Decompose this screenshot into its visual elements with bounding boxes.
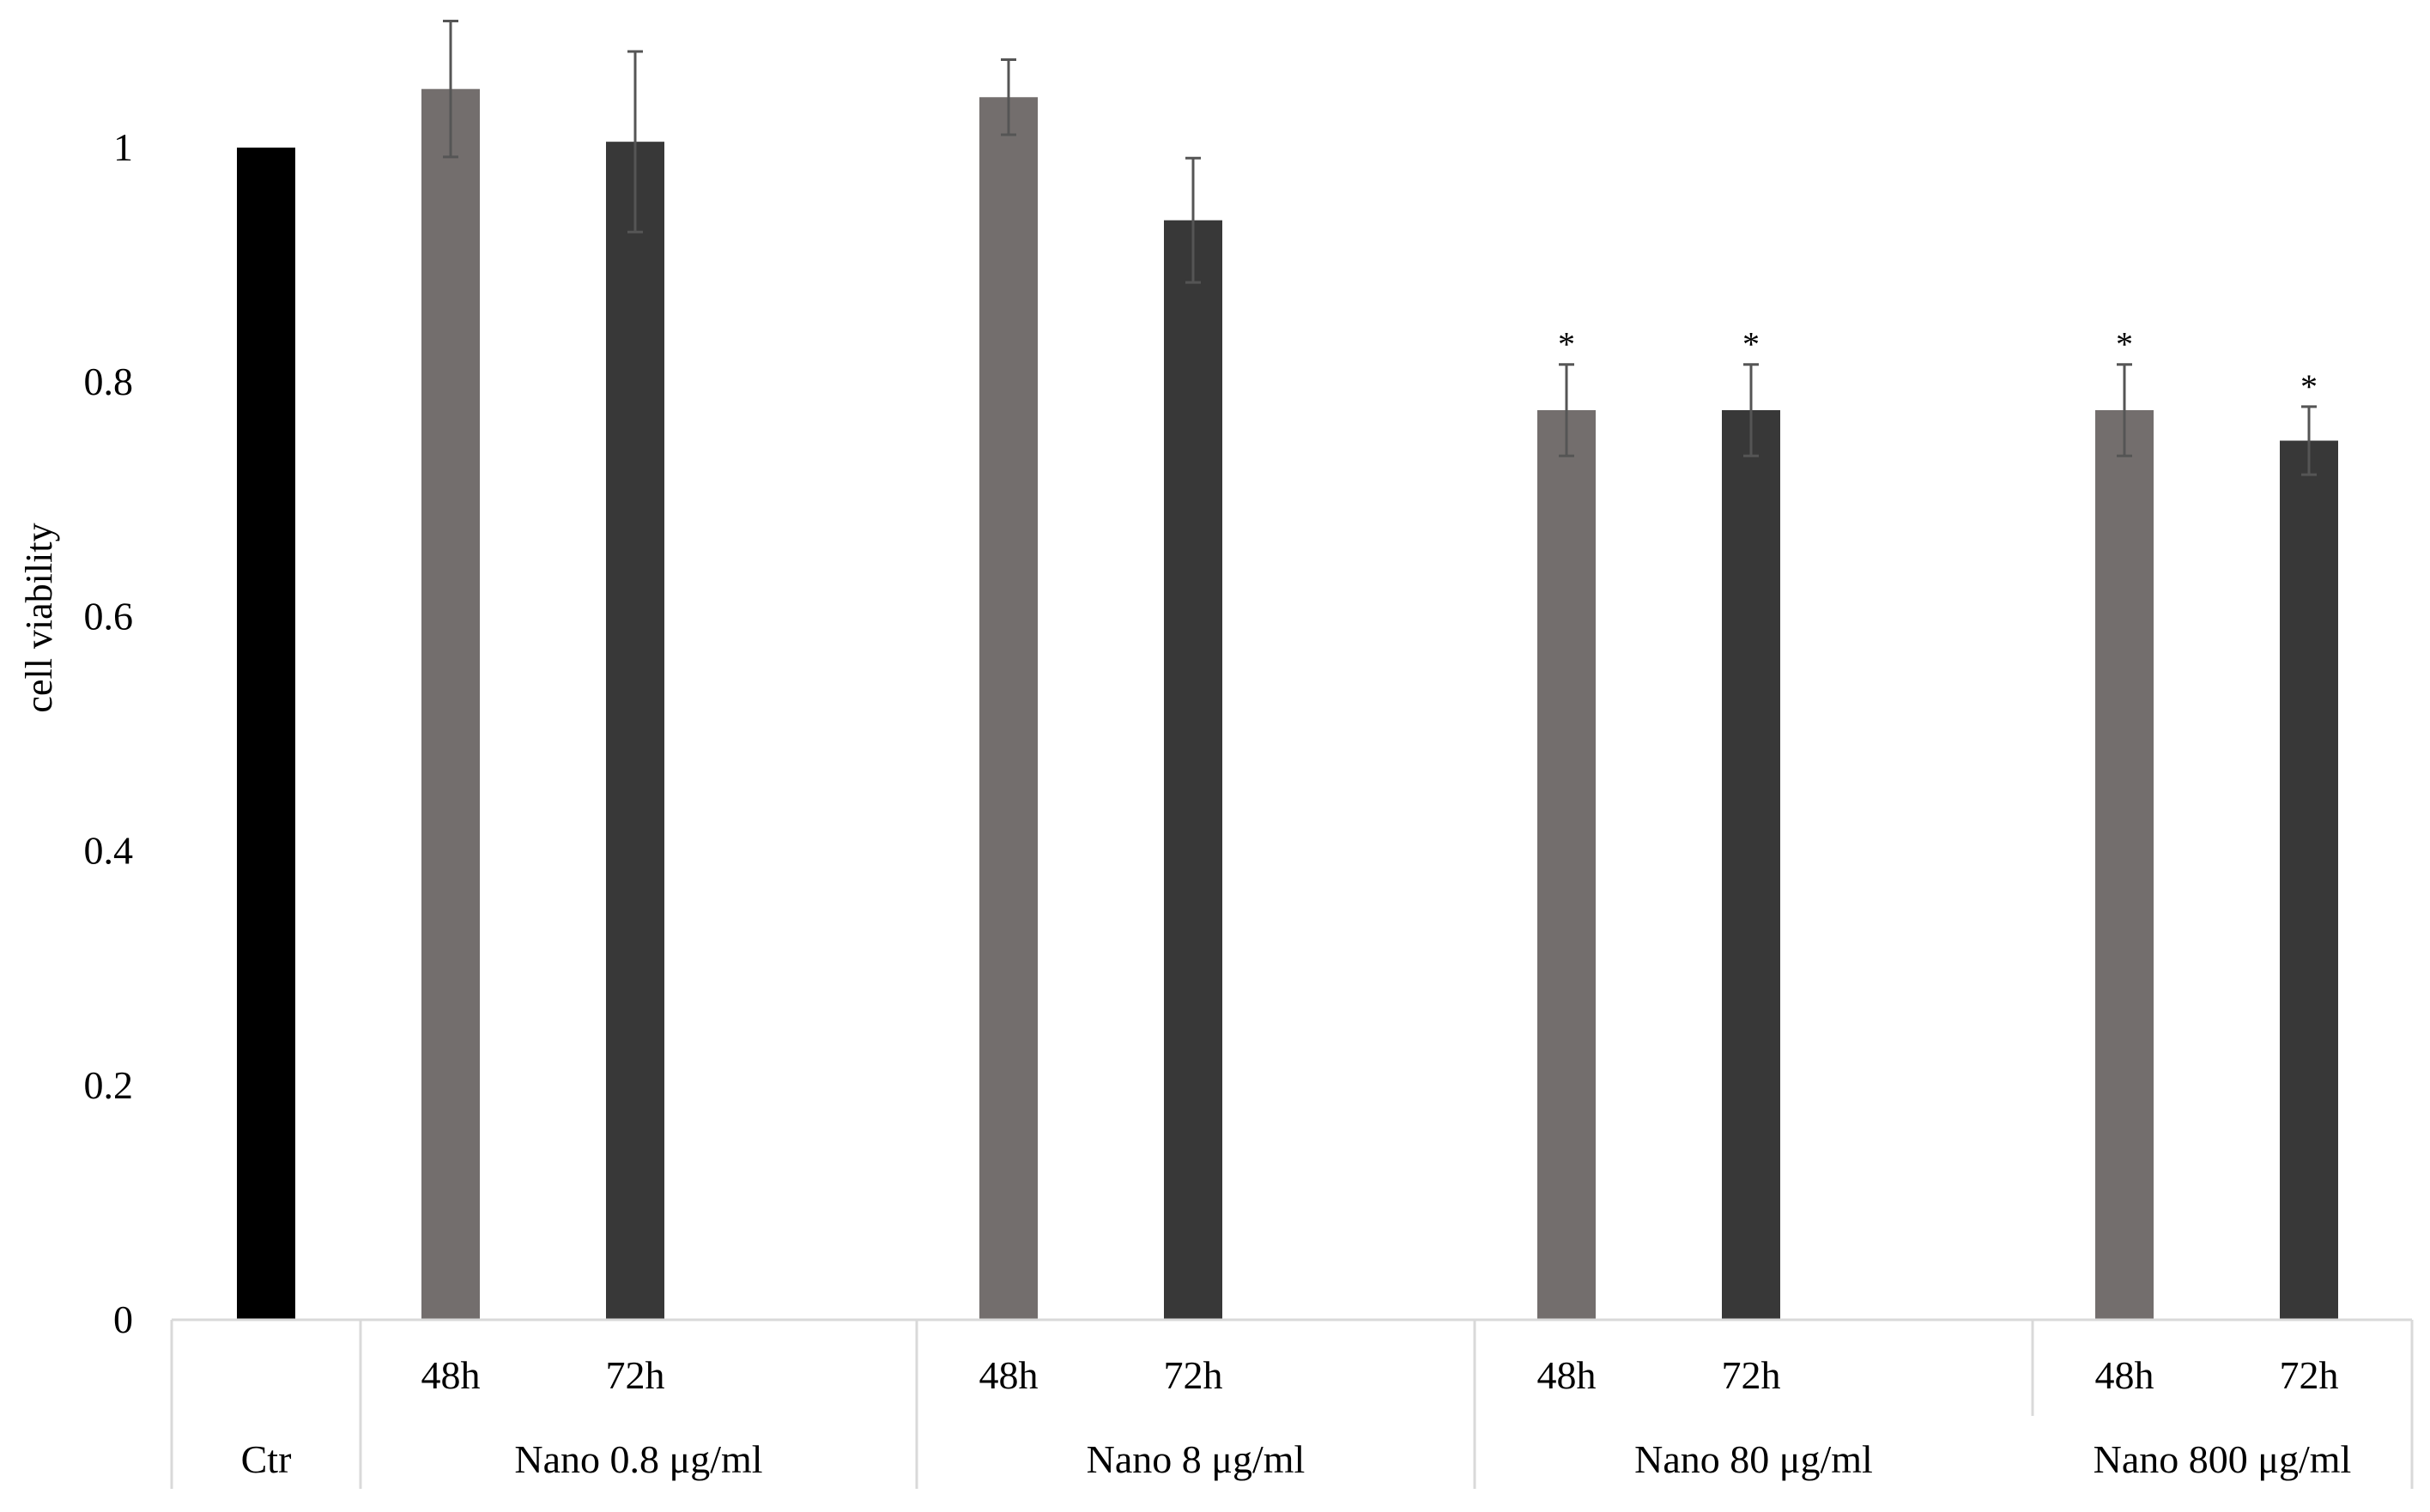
y-tick-label: 0 (113, 1297, 133, 1341)
x-group-label: Nano 800 μg/ml (2094, 1437, 2352, 1481)
y-tick-label: 0.8 (84, 360, 134, 403)
bars (237, 88, 2338, 1321)
bar (1537, 409, 1596, 1320)
x-group-label: Nano 80 μg/ml (1634, 1437, 1873, 1481)
significance-mark: * (2116, 325, 2133, 364)
bar (237, 148, 295, 1320)
x-sub-label: 48h (979, 1353, 1039, 1397)
significance-mark: * (1742, 325, 1760, 364)
error-bar (1185, 156, 1201, 284)
x-sub-label: 72h (2280, 1353, 2339, 1397)
y-axis-title: cell viability (18, 523, 60, 712)
x-group-label: Ctr (241, 1437, 292, 1481)
bar (979, 97, 1038, 1321)
error-bar (1559, 363, 1574, 457)
error-bar (2301, 405, 2317, 476)
error-bar (1743, 363, 1759, 457)
x-sub-label: 72h (1722, 1353, 1781, 1397)
x-sub-label: 48h (1537, 1353, 1597, 1397)
y-tick-label: 1 (113, 125, 133, 169)
bar (421, 88, 480, 1321)
bar (606, 142, 664, 1320)
x-axis: Ctr 48h 72h Nano 0.8 μg/ml 48h 72h Nano 8 μg/m… (170, 1318, 2414, 1489)
x-sub-label: 48h (421, 1353, 481, 1397)
significance-mark: * (1558, 325, 1575, 364)
x-group-label: Nano 8 μg/ml (1087, 1437, 1306, 1481)
significance-marks: * * * * (1558, 325, 2318, 406)
y-axis-ticks: 0 0.2 0.4 0.6 0.8 1 (84, 125, 134, 1341)
x-sub-label: 72h (1164, 1353, 1223, 1397)
x-group-label: Nano 0.8 μg/ml (514, 1437, 762, 1481)
bar (2095, 409, 2154, 1320)
error-bar (2117, 363, 2132, 457)
y-tick-label: 0.4 (84, 829, 134, 873)
significance-mark: * (2300, 367, 2318, 406)
error-bars (443, 19, 2317, 476)
error-bar (627, 50, 643, 233)
error-bar (1001, 58, 1016, 136)
y-tick-label: 0.2 (84, 1063, 134, 1107)
error-bar (443, 19, 458, 159)
y-tick-label: 0.6 (84, 594, 134, 638)
x-sub-label: 48h (2095, 1353, 2154, 1397)
bar (1722, 409, 1780, 1320)
bar (2280, 440, 2338, 1320)
x-sub-label: 72h (606, 1353, 665, 1397)
bar (1164, 220, 1222, 1320)
